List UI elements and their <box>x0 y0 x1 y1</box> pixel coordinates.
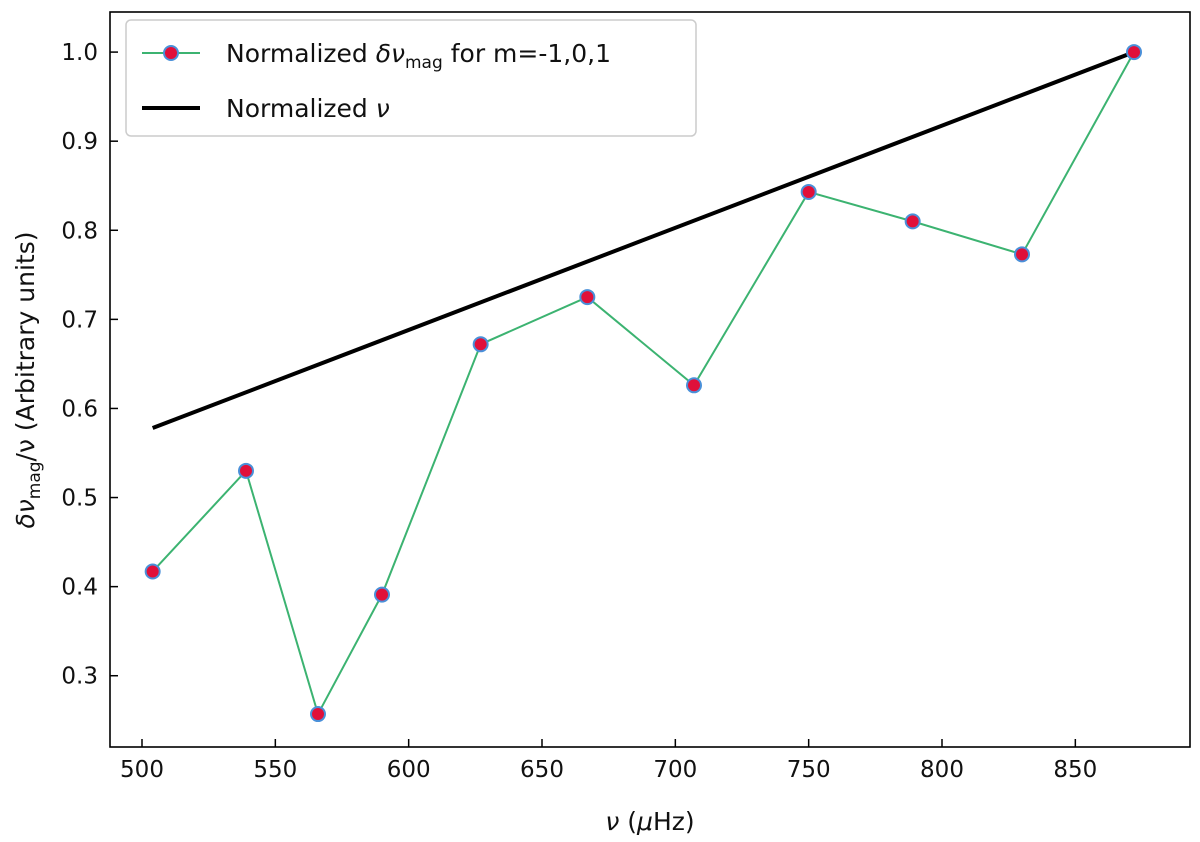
data-point <box>800 183 817 200</box>
legend: Normalized δνmag for m=-1,0,1 Normalized… <box>125 19 697 137</box>
data-point <box>1126 44 1142 61</box>
legend-box <box>125 19 697 137</box>
data-point <box>238 462 254 479</box>
y-tick-label: 0.6 <box>61 396 98 422</box>
y-tick-label: 0.5 <box>61 486 98 512</box>
legend-handle-marker-series-1 <box>163 45 179 61</box>
data-point <box>310 706 326 723</box>
y-tick-label: 0.7 <box>61 307 98 333</box>
y-tick-label: 0.9 <box>61 129 98 155</box>
y-axis: 0.3 0.4 0.5 0.6 0.7 0.8 0.9 1.0 <box>61 40 118 690</box>
x-axis-label-open: ( <box>619 807 637 836</box>
x-tick-label: 550 <box>253 757 297 783</box>
data-point <box>686 377 702 394</box>
legend-label-series-1-sub: mag <box>405 53 443 73</box>
legend-label-series-2-pre: Normalized <box>226 94 376 123</box>
data-point <box>1014 246 1030 263</box>
x-axis: 500 550 600 650 700 750 800 850 <box>120 739 1097 783</box>
x-tick-label: 800 <box>920 757 964 783</box>
legend-label-series-1-post: for m=-1,0,1 <box>443 39 611 68</box>
x-tick-label: 750 <box>787 757 831 783</box>
x-axis-label-unit: Hz) <box>653 807 695 836</box>
data-point <box>472 336 489 353</box>
legend-label-series-1: Normalized δνmag for m=-1,0,1 <box>226 39 611 73</box>
legend-label-series-1-delta: δν <box>376 39 405 68</box>
data-point <box>904 213 921 230</box>
series-layer <box>144 44 1142 723</box>
y-tick-label: 0.8 <box>61 218 98 244</box>
y-axis-label-sub: mag <box>25 461 45 499</box>
y-tick-label: 1.0 <box>61 40 98 66</box>
x-axis-label: ν (μHz) <box>605 807 694 836</box>
x-axis-label-symbol: ν <box>605 807 619 836</box>
y-axis-label-rest: /ν (Arbitrary units) <box>11 232 40 462</box>
data-point <box>144 563 161 580</box>
series-line-normalized-nu <box>151 50 1135 430</box>
x-tick-label: 700 <box>653 757 697 783</box>
data-point <box>374 586 390 603</box>
x-tick-label: 600 <box>387 757 431 783</box>
x-tick-label: 650 <box>520 757 564 783</box>
y-axis-label: δνmag/ν (Arbitrary units) <box>11 232 45 529</box>
legend-label-series-2: Normalized ν <box>226 94 390 123</box>
legend-label-series-1-pre: Normalized <box>226 39 376 68</box>
x-tick-label: 850 <box>1053 757 1097 783</box>
x-axis-label-mu: μ <box>636 807 653 836</box>
data-point <box>579 289 596 306</box>
y-tick-label: 0.3 <box>61 664 98 690</box>
x-tick-label: 500 <box>120 757 164 783</box>
legend-label-series-2-symbol: ν <box>376 94 390 123</box>
y-axis-label-delta: δν <box>11 499 40 528</box>
y-tick-label: 0.4 <box>61 575 98 601</box>
